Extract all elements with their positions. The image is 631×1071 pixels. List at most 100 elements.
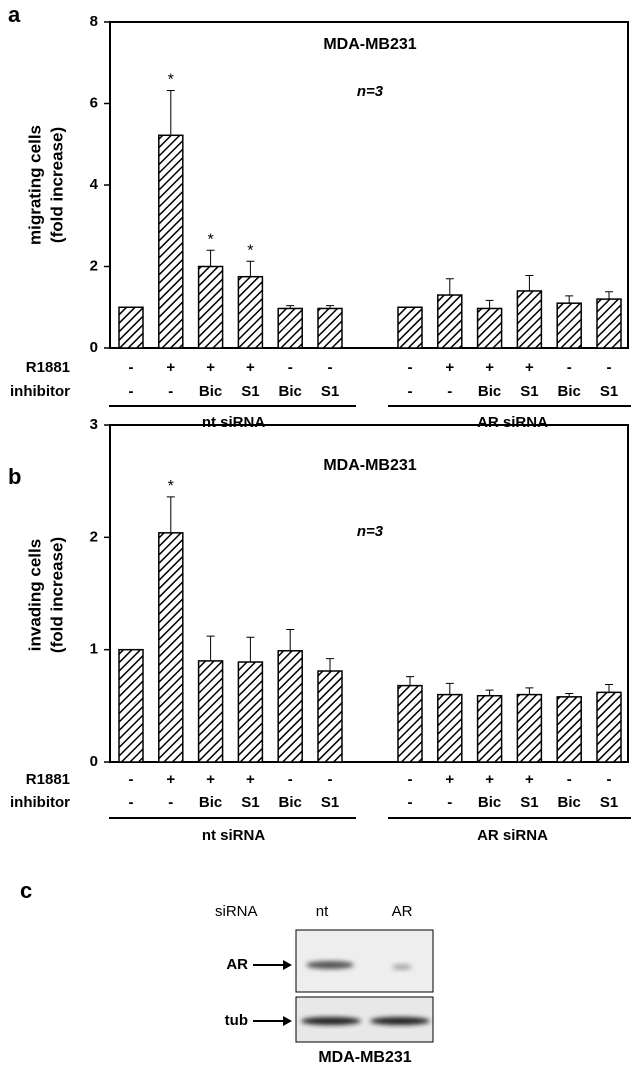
figure: c siRNA nt AR AR tub MDA-MB231 a MDA-MB23… [0, 0, 631, 1071]
significance-mark: * [168, 72, 174, 89]
arrow-head [283, 1016, 292, 1026]
band [301, 1017, 361, 1025]
condition-label: - [328, 771, 333, 788]
error-bar [406, 677, 414, 686]
condition-label: - [607, 359, 612, 376]
group-label: AR siRNA [477, 414, 548, 431]
bar [199, 661, 223, 762]
condition-label: + [166, 359, 175, 376]
error-bar [167, 497, 175, 533]
condition-label: + [445, 771, 454, 788]
bar [238, 662, 262, 762]
y-tick-label: 2 [90, 528, 98, 545]
error-bar [605, 292, 613, 299]
panel-label: c [20, 878, 32, 903]
annotation: n=3 [357, 523, 384, 540]
bar [597, 692, 621, 762]
condition-label: + [206, 771, 215, 788]
condition-label: S1 [600, 794, 618, 811]
bar [597, 299, 621, 348]
condition-label: - [129, 383, 134, 400]
significance-mark: * [247, 242, 253, 259]
bar [557, 697, 581, 762]
annotation: n=3 [357, 83, 384, 100]
plot-frame [110, 22, 628, 348]
bar [318, 671, 342, 762]
bar [238, 277, 262, 348]
condition-label: - [129, 359, 134, 376]
y-axis-label: (fold increase) [47, 127, 66, 243]
chart-title: MDA-MB231 [323, 457, 416, 474]
significance-mark: * [168, 478, 174, 495]
condition-label: - [328, 359, 333, 376]
y-tick-label: 0 [90, 753, 98, 770]
chart-title: MDA-MB231 [323, 36, 416, 53]
condition-label: S1 [241, 383, 259, 400]
condition-label: Bic [199, 794, 222, 811]
bar [517, 291, 541, 348]
plot-frame [110, 425, 628, 762]
y-axis-label: (fold increase) [47, 537, 66, 653]
blot-caption: MDA-MB231 [318, 1049, 411, 1066]
band-label: AR [226, 956, 248, 973]
arrow-head [283, 960, 292, 970]
condition-label: + [525, 359, 534, 376]
condition-label: Bic [279, 794, 302, 811]
condition-label: - [607, 771, 612, 788]
bar [517, 695, 541, 762]
blot-panel: c siRNA nt AR AR tub MDA-MB231 [20, 878, 433, 1066]
blot-header: siRNA [215, 903, 258, 920]
bar [398, 686, 422, 762]
bar [278, 308, 302, 348]
condition-label: + [485, 359, 494, 376]
error-bar [246, 261, 254, 276]
error-bar [605, 684, 613, 692]
condition-label: - [447, 794, 452, 811]
error-bar [246, 637, 254, 662]
y-axis-label: migrating cells [25, 125, 44, 245]
error-bar [565, 296, 573, 303]
y-tick-label: 4 [90, 176, 99, 193]
condition-label: S1 [520, 794, 538, 811]
row-label: R1881 [26, 771, 70, 788]
error-bar [326, 659, 334, 671]
error-bar [446, 279, 454, 295]
condition-label: Bic [558, 794, 581, 811]
error-bar [167, 90, 175, 135]
condition-label: S1 [241, 794, 259, 811]
condition-label: Bic [478, 794, 501, 811]
condition-label: - [408, 383, 413, 400]
condition-label: Bic [279, 383, 302, 400]
y-tick-label: 2 [90, 257, 98, 274]
panel-label: b [8, 464, 21, 489]
y-tick-label: 3 [90, 416, 98, 433]
bar [318, 308, 342, 348]
bar [199, 267, 223, 349]
condition-label: S1 [520, 383, 538, 400]
blot-membrane [296, 930, 433, 992]
error-bar [446, 683, 454, 694]
condition-label: + [525, 771, 534, 788]
bar [438, 695, 462, 762]
bar [119, 307, 143, 348]
bar [478, 308, 502, 348]
condition-label: - [168, 383, 173, 400]
condition-label: - [288, 771, 293, 788]
error-bar [486, 690, 494, 696]
panel-label: a [8, 2, 21, 27]
condition-label: - [408, 794, 413, 811]
condition-label: - [447, 383, 452, 400]
bar [159, 533, 183, 762]
condition-label: - [288, 359, 293, 376]
bar [478, 696, 502, 762]
lane-label: nt [316, 903, 329, 920]
bar [438, 295, 462, 348]
condition-label: S1 [600, 383, 618, 400]
lane-label: AR [392, 903, 413, 920]
y-tick-label: 8 [90, 13, 98, 30]
bar [398, 307, 422, 348]
group-label: AR siRNA [477, 827, 548, 844]
condition-label: Bic [199, 383, 222, 400]
bar [557, 303, 581, 348]
y-tick-label: 0 [90, 339, 98, 356]
